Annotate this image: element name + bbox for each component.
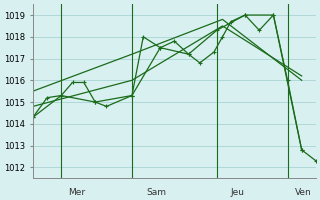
- Text: Ven: Ven: [295, 188, 311, 197]
- Text: Mer: Mer: [68, 188, 85, 197]
- Text: Sam: Sam: [146, 188, 166, 197]
- Text: Jeu: Jeu: [231, 188, 245, 197]
